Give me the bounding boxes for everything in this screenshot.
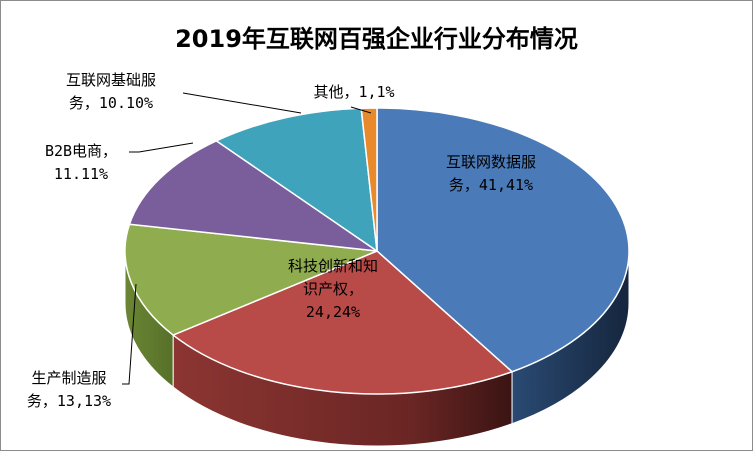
- leader-line-2: [122, 283, 137, 385]
- pie-slice-5: [360, 107, 378, 252]
- pie-slice-4: [214, 107, 378, 253]
- pie-slices: [124, 107, 630, 395]
- leader-line-5: [350, 106, 372, 114]
- data-labels: 互联网数据服务，41,41% 科技创新和知识产权， 24,24% 生产制造服务，13,…: [27, 71, 536, 410]
- data-label-2: 生产制造服务，13,13%: [27, 369, 111, 410]
- pie-slice-2: [124, 223, 378, 336]
- pie-slice-1: [171, 250, 514, 395]
- pie-slice-3: [128, 139, 378, 252]
- chart-title: 2019年互联网百强企业行业分布情况: [175, 25, 578, 53]
- leader-line-3: [129, 142, 194, 153]
- leader-lines: [122, 92, 372, 385]
- data-label-4: 互联网基础服务，10.10%: [66, 71, 156, 112]
- leader-line-4: [182, 92, 302, 114]
- data-label-0: 互联网数据服务，41,41%: [446, 153, 536, 194]
- data-label-3: B2B电商， 11.11%: [45, 142, 117, 183]
- data-label-1: 科技创新和知识产权， 24,24%: [288, 257, 378, 321]
- data-label-5: 其他，1,1%: [313, 83, 394, 101]
- pie-slice-0: [376, 107, 630, 373]
